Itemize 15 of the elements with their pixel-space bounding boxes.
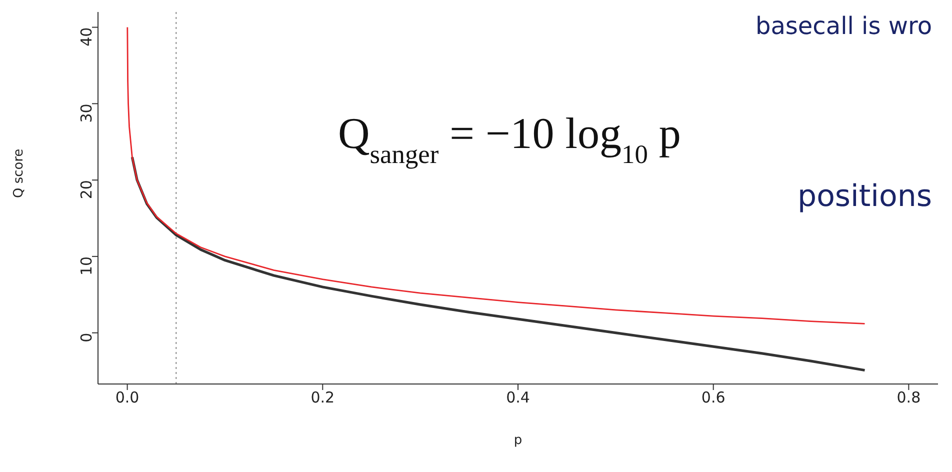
y-tick-label: 30: [77, 104, 96, 123]
y-tick-label: 40: [77, 27, 96, 46]
x-tick-label: 0.8: [896, 388, 921, 407]
y-tick-label: 0: [77, 332, 96, 342]
x-tick-label: 0.2: [310, 388, 335, 407]
y-axis-title: Q score: [12, 148, 27, 198]
x-axis-title: p: [514, 433, 522, 448]
annotation: basecall is wro: [755, 12, 932, 40]
annotation: Q$_{sanger}$ = −10 log$_{10}$ p: [338, 109, 681, 169]
annotation: positions: [798, 179, 932, 214]
x-tick-label: 0.4: [506, 388, 530, 407]
y-tick-label: 20: [77, 180, 96, 200]
x-tick-label: 0.6: [701, 388, 726, 407]
y-tick-label: 10: [77, 256, 96, 276]
x-tick-label: 0.0: [115, 388, 140, 407]
